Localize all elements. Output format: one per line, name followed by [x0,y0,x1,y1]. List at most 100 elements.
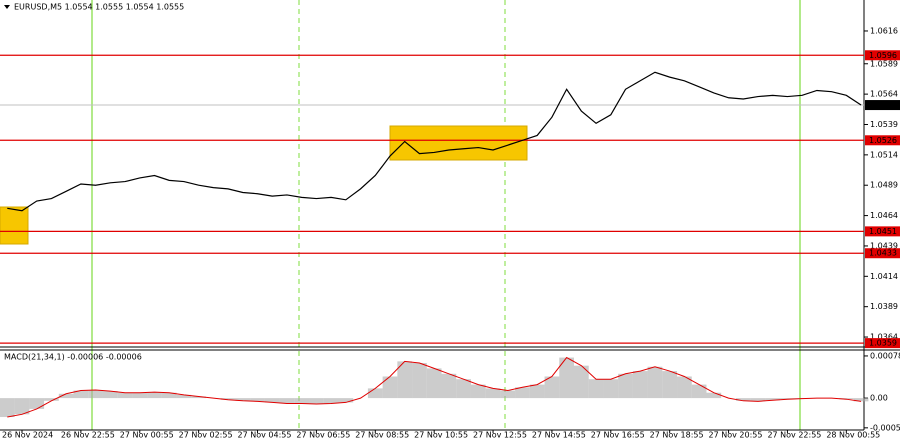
x-tick-label: 27 Nov 16:55 [591,431,645,440]
x-tick-label: 28 Nov 00:55 [826,431,880,440]
macd-signal [7,356,862,418]
macd-bar [853,398,869,402]
level-label: 1.0359 [869,339,897,348]
y-tick-label: 1.0539 [870,120,898,129]
macd-bar [44,398,59,401]
x-tick-label: 27 Nov 06:55 [296,431,350,440]
macd-bar [58,393,74,399]
macd-tick-label: -0.00055 [870,423,900,432]
level-box [865,248,900,259]
level-box [865,50,900,61]
macd-bar [456,379,471,399]
macd-bar [235,398,251,401]
macd-bar [470,384,486,399]
macd-label: MACD(21,34,1) -0.00006 -0.00006 [4,353,142,362]
macd-bar [117,392,133,399]
macd-tick-label: 0.00078 [870,351,900,360]
macd-bar [603,379,619,399]
x-tick-label: 27 Nov 10:55 [414,431,468,440]
macd-bar [147,392,162,399]
macd-bar [132,392,148,399]
y-tick-label: 1.0489 [870,181,898,190]
price-line [7,71,862,212]
y-tick-label: 1.0439 [870,241,898,250]
level-label: 1.0433 [869,249,897,258]
macd-bar [250,398,265,402]
macd-bar [102,391,118,399]
macd-bar [588,379,604,399]
chart-title: EURUSD,M5 1.0554 1.0555 1.0554 1.0555 [14,3,184,12]
x-tick-label: 27 Nov 08:55 [355,431,409,440]
macd-bar [220,398,236,400]
highlight-box [0,206,29,245]
level-box [865,338,900,349]
x-tick-label: 26 Nov 2024 [2,431,53,440]
y-tick-label: 1.0464 [870,211,898,220]
macd-bar [838,398,854,400]
macd-bar [780,398,795,400]
x-tick-label: 27 Nov 04:55 [238,431,292,440]
macd-bar [735,398,751,401]
macd-bar [662,371,678,399]
x-tick-label: 27 Nov 00:55 [120,431,174,440]
current-price-label: 1.0555 [869,101,897,110]
macd-bar [441,373,457,399]
x-tick-label: 27 Nov 12:55 [473,431,527,440]
macd-bar [309,398,324,405]
y-tick-label: 1.0514 [870,150,898,159]
level-label: 1.0596 [869,51,897,60]
macd-bar [544,376,560,399]
current-price-box [865,100,900,111]
macd-bar [500,390,516,399]
macd-bar [176,394,192,399]
y-tick-label: 1.0589 [870,59,898,68]
macd-bar [529,384,545,399]
macd-bar [367,388,383,399]
macd-bar [574,365,589,399]
y-tick-label: 1.0616 [870,26,898,35]
level-label: 1.0451 [869,227,897,236]
macd-bar [279,398,295,404]
macd-bar [397,361,413,399]
macd-bar [632,371,648,399]
macd-bar [29,398,45,409]
x-tick-label: 27 Nov 22:55 [767,431,821,440]
x-tick-label: 27 Nov 20:55 [709,431,763,440]
macd-bar [382,376,398,399]
macd-bar [191,396,206,399]
macd-bar [559,357,574,399]
level-label: 1.0526 [869,136,897,145]
highlight-box [389,125,528,161]
x-tick-label: 26 Nov 22:55 [61,431,115,440]
macd-bar [750,398,766,402]
x-tick-label: 27 Nov 02:55 [179,431,233,440]
macd-tick-label: 0.00 [870,394,888,403]
macd-bar [14,398,30,415]
y-tick-label: 1.0364 [870,333,898,342]
macd-bar [677,376,692,399]
macd-bar [485,388,501,399]
macd-bar [323,398,339,404]
macd-bar [412,362,427,399]
macd-bar [426,368,442,399]
macd-bar [706,392,722,399]
macd-bar [691,384,707,399]
macd-bar [0,398,15,418]
level-box [865,226,900,237]
level-box [865,135,900,146]
y-tick-label: 1.0414 [870,272,898,281]
macd-bar [73,390,89,399]
macd-bar [338,398,354,403]
macd-bar [647,366,663,399]
macd-bar [515,387,530,399]
menu-icon [4,5,10,9]
y-tick-label: 1.0564 [870,90,898,99]
y-tick-label: 1.0389 [870,302,898,311]
macd-bar [88,390,103,399]
macd-bar [264,398,280,403]
x-tick-label: 27 Nov 18:55 [650,431,704,440]
x-tick-label: 27 Nov 14:55 [532,431,586,440]
macd-bar [294,398,310,404]
